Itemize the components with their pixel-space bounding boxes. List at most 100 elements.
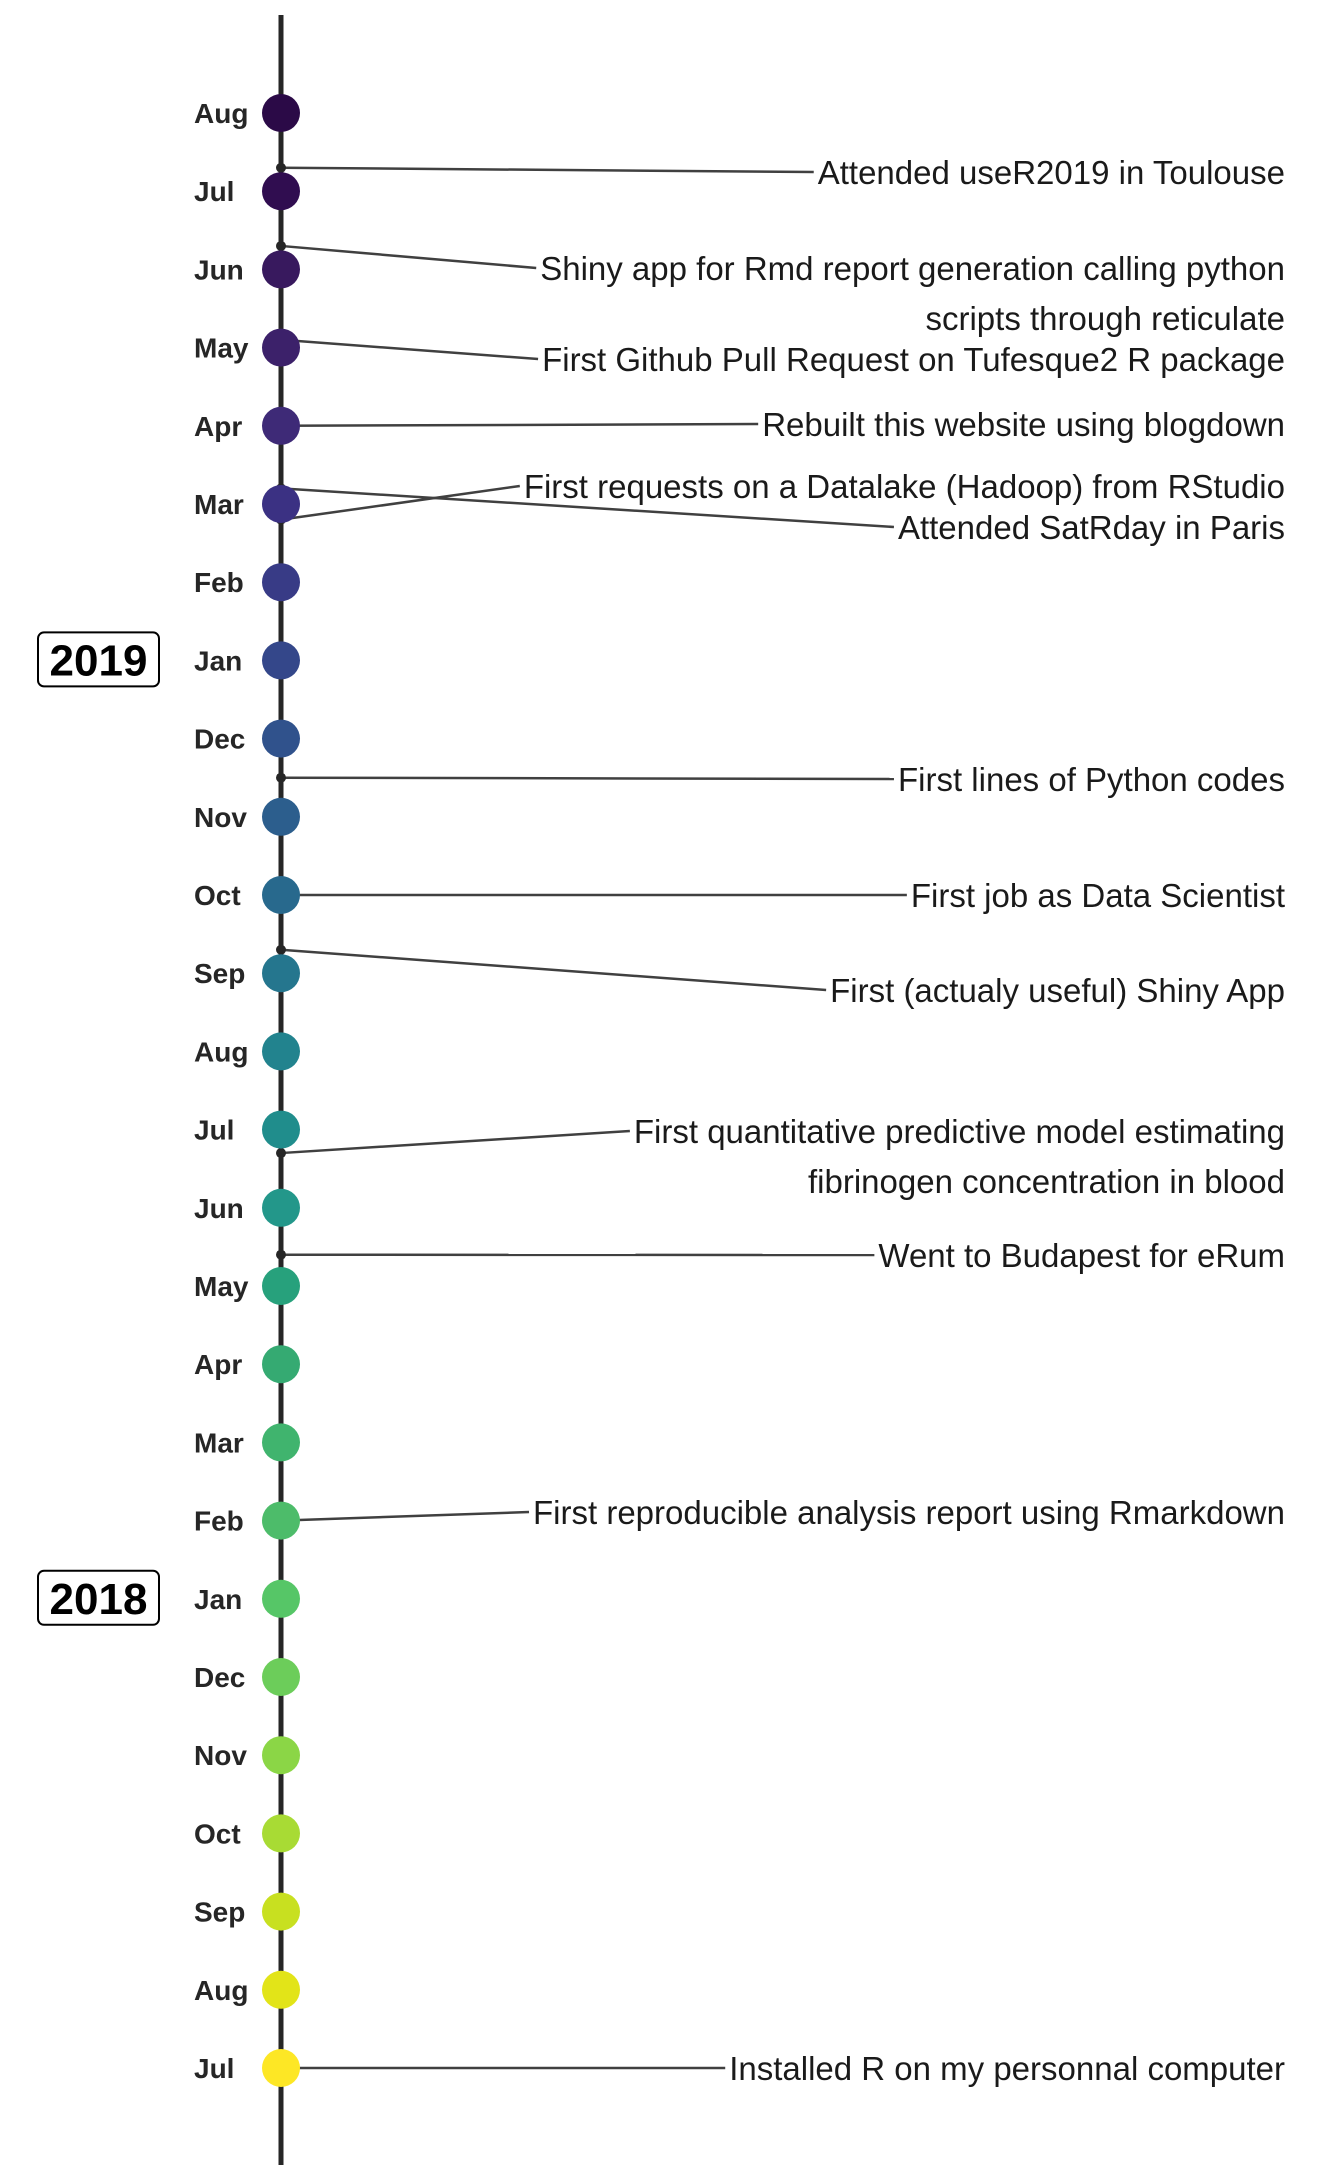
event-label: First (actualy useful) Shiny App: [830, 972, 1285, 1009]
event-anchor-dot: [276, 162, 286, 173]
event-label-line: Installed R on my personnal computer: [729, 2050, 1285, 2087]
month-dot: [262, 94, 300, 132]
event-label-line: First reproducible analysis report using…: [533, 1494, 1285, 1531]
event-label-line: First (actualy useful) Shiny App: [830, 972, 1285, 1009]
month-dot: [262, 1736, 300, 1775]
event-label-line: First requests on a Datalake (Hadoop) fr…: [524, 468, 1285, 505]
event-label: First lines of Python codes: [898, 761, 1285, 798]
event-connector: [280, 487, 895, 529]
event-connector: [280, 166, 814, 174]
event-connector: [280, 484, 520, 521]
month-label: Sep: [194, 958, 245, 989]
month-label: Aug: [194, 98, 248, 129]
month-dots: [262, 94, 300, 2087]
event-connector: [280, 776, 894, 781]
event-label-line: First lines of Python codes: [898, 761, 1285, 798]
month-label: Jun: [194, 1193, 244, 1224]
month-dot: [262, 1423, 300, 1462]
year-text: 2019: [50, 636, 148, 685]
month-label: Apr: [194, 1349, 242, 1380]
month-dot: [262, 954, 300, 993]
month-dot: [262, 172, 300, 211]
event-connector: [280, 948, 827, 992]
event-connector: [280, 338, 539, 361]
month-label: Dec: [194, 1662, 245, 1693]
month-dot: [262, 485, 300, 523]
month-label: Sep: [194, 1897, 245, 1928]
month-dot: [262, 797, 300, 836]
month-label: Feb: [194, 567, 244, 598]
event-label: Installed R on my personnal computer: [729, 2050, 1285, 2087]
event-connector: [280, 422, 759, 428]
month-dot: [262, 1501, 300, 1540]
month-label: Nov: [194, 802, 247, 833]
event-label-line: Went to Budapest for eRum: [878, 1237, 1285, 1274]
month-label: Apr: [194, 411, 242, 442]
month-label: Dec: [194, 724, 245, 755]
month-dot: [262, 1814, 300, 1853]
month-dot: [262, 1579, 300, 1618]
month-dot: [262, 1970, 300, 2009]
event-connector: [280, 1129, 630, 1155]
event-label: Went to Budapest for eRum: [878, 1237, 1285, 1274]
event-labels: Installed R on my personnal computer Firs…: [524, 154, 1285, 2087]
event-label: First quantitative predictive model esti…: [634, 1113, 1285, 1200]
month-dot: [262, 719, 300, 758]
event-label: First Github Pull Request on Tufesque2 R…: [542, 341, 1285, 378]
month-label: Aug: [194, 1975, 248, 2006]
month-dot: [262, 1188, 300, 1227]
event-anchor-dot: [276, 1249, 286, 1260]
month-dot: [262, 2049, 300, 2087]
event-label-line: Shiny app for Rmd report generation call…: [540, 250, 1285, 287]
event-label-line: fibrinogen concentration in blood: [808, 1163, 1285, 1200]
month-dot: [262, 1267, 300, 1305]
event-connector: [280, 244, 537, 270]
year-label-2018: 2018: [37, 1569, 160, 1626]
event-label: First requests on a Datalake (Hadoop) fr…: [524, 468, 1285, 505]
year-box: [37, 1569, 160, 1626]
year-text: 2018: [50, 1575, 148, 1624]
month-label: Jun: [194, 254, 244, 285]
event-label-line: Rebuilt this website using blogdown: [762, 406, 1285, 443]
month-dot: [262, 1892, 300, 1931]
event-anchor-dot: [276, 1148, 286, 1159]
month-label: Oct: [194, 880, 241, 911]
event-connector: [280, 1510, 530, 1522]
year-label-2019: 2019: [37, 631, 160, 688]
month-label: Jan: [194, 1584, 242, 1615]
event-label: Attended SatRday in Paris: [898, 509, 1285, 546]
event-label-line: First job as Data Scientist: [911, 877, 1285, 914]
month-dot: [262, 328, 300, 367]
month-dot: [262, 1345, 300, 1384]
event-label: Rebuilt this website using blogdown: [762, 406, 1285, 443]
event-label: First reproducible analysis report using…: [533, 1494, 1285, 1531]
event-anchor-dot: [276, 944, 286, 955]
event-label: First job as Data Scientist: [911, 877, 1285, 914]
month-dot: [262, 1110, 300, 1149]
event-anchor-dot: [276, 772, 286, 783]
month-label: Mar: [194, 1427, 244, 1458]
month-dot: [262, 876, 300, 914]
month-dot: [262, 563, 300, 602]
event-label: Shiny app for Rmd report generation call…: [540, 250, 1285, 337]
month-label: May: [194, 333, 249, 364]
year-labels: 2018 2019: [37, 631, 160, 1626]
event-label-line: First quantitative predictive model esti…: [634, 1113, 1285, 1150]
event-label-line: First Github Pull Request on Tufesque2 R…: [542, 341, 1285, 378]
month-label: Oct: [194, 1818, 241, 1849]
event-label: Attended useR2019 in Toulouse: [818, 154, 1285, 191]
month-label: May: [194, 1271, 249, 1302]
month-dot: [262, 1658, 300, 1696]
event-label-line: Attended useR2019 in Toulouse: [818, 154, 1285, 191]
month-label: Aug: [194, 1036, 248, 1067]
month-dot: [262, 406, 300, 445]
month-label: Nov: [194, 1740, 247, 1771]
month-label: Jul: [194, 1115, 234, 1146]
month-labels: Jul Aug Sep Oct Nov Dec Jan Feb Mar Apr May Jun Jul A…: [194, 98, 249, 2084]
month-label: Jul: [194, 176, 234, 207]
month-label: Feb: [194, 1506, 244, 1537]
month-dot: [262, 641, 300, 680]
event-anchor-dot: [276, 240, 286, 251]
year-box: [37, 631, 160, 688]
